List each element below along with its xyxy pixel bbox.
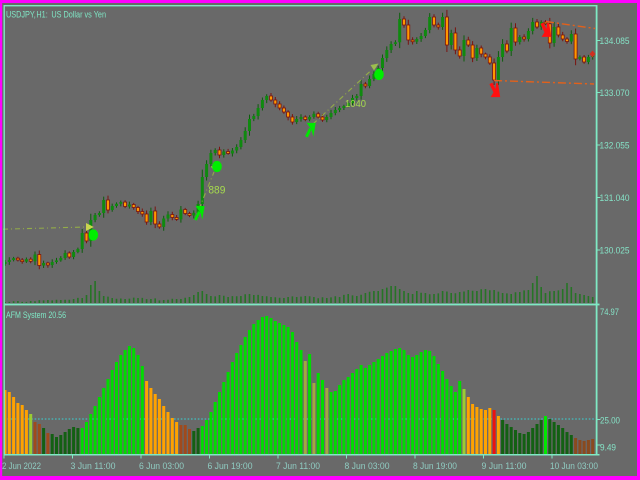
svg-text:132.055: 132.055 — [600, 140, 630, 150]
svg-text:134.085: 134.085 — [600, 36, 630, 46]
svg-text:9.49: 9.49 — [600, 442, 616, 452]
svg-text:6 Jun 03:00: 6 Jun 03:00 — [139, 461, 184, 471]
svg-text:25.00: 25.00 — [600, 415, 620, 425]
svg-text:1040: 1040 — [345, 99, 367, 110]
svg-text:131.040: 131.040 — [600, 193, 630, 203]
svg-text:889: 889 — [208, 184, 225, 196]
svg-text:3 Jun 11:00: 3 Jun 11:00 — [71, 461, 116, 471]
svg-text:AFM System 20.56: AFM System 20.56 — [6, 310, 66, 320]
svg-text:7 Jun 11:00: 7 Jun 11:00 — [276, 461, 320, 471]
svg-text:130.025: 130.025 — [600, 245, 630, 255]
svg-text:6 Jun 19:00: 6 Jun 19:00 — [208, 461, 253, 471]
svg-text:2 Jun 2022: 2 Jun 2022 — [2, 461, 41, 471]
svg-text:133.070: 133.070 — [600, 88, 630, 98]
svg-text:8 Jun 03:00: 8 Jun 03:00 — [345, 461, 390, 471]
svg-text:USDJPY, H1: US Dollar vs Yen: USDJPY, H1: US Dollar vs Yen — [6, 10, 106, 20]
svg-text:9 Jun 11:00: 9 Jun 11:00 — [482, 461, 527, 471]
svg-text:10 Jun 03:00: 10 Jun 03:00 — [550, 461, 598, 471]
svg-text:8 Jun 19:00: 8 Jun 19:00 — [413, 461, 457, 471]
svg-text:74.97: 74.97 — [600, 307, 619, 317]
